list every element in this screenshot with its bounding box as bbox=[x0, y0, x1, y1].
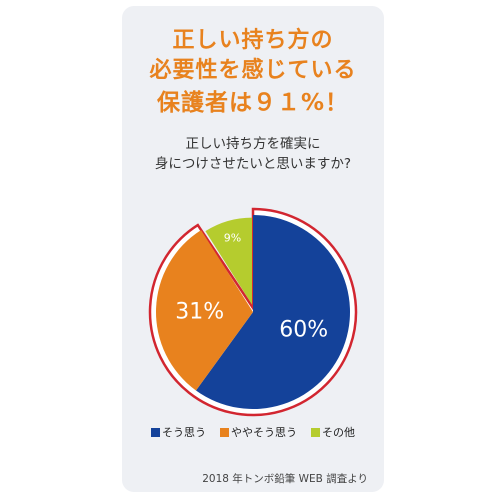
legend-item-3: その他 bbox=[311, 424, 355, 440]
legend-item-1: そう思う bbox=[151, 424, 206, 440]
legend-label-3: その他 bbox=[322, 426, 355, 439]
question-line-2: 身につけさせたいと思いますか? bbox=[154, 156, 352, 172]
headline-line-1: 正しい持ち方の bbox=[172, 28, 334, 53]
chart-legend: そう思う ややそう思う その他 bbox=[122, 424, 384, 440]
pie-slice-3 bbox=[205, 217, 253, 305]
pie-slice-2 bbox=[156, 230, 253, 391]
headline-line-2: 必要性を感じている bbox=[149, 58, 357, 83]
headline-line-3: 保護者は９１%！ bbox=[156, 90, 350, 116]
pie-chart: 60% 31% 9% bbox=[148, 207, 358, 417]
source-note: 2018 年トンボ鉛筆 WEB 調査より bbox=[202, 473, 368, 485]
legend-swatch-2 bbox=[220, 427, 229, 437]
slice-label-3: 9% bbox=[224, 232, 241, 245]
legend-swatch-3 bbox=[311, 427, 320, 437]
slice-label-2: 31% bbox=[175, 299, 224, 324]
legend-label-1: そう思う bbox=[162, 426, 206, 439]
question-line-1: 正しい持ち方を確実に bbox=[185, 136, 321, 152]
legend-label-2: ややそう思う bbox=[231, 426, 297, 439]
slice-label-1: 60% bbox=[279, 317, 328, 342]
legend-swatch-1 bbox=[151, 427, 160, 437]
legend-item-2: ややそう思う bbox=[220, 424, 297, 440]
pie-slice-1 bbox=[195, 215, 350, 409]
infographic-card: 正しい持ち方の 必要性を感じている 保護者は９１%！ 正しい持ち方を確実に 身に… bbox=[122, 6, 384, 492]
